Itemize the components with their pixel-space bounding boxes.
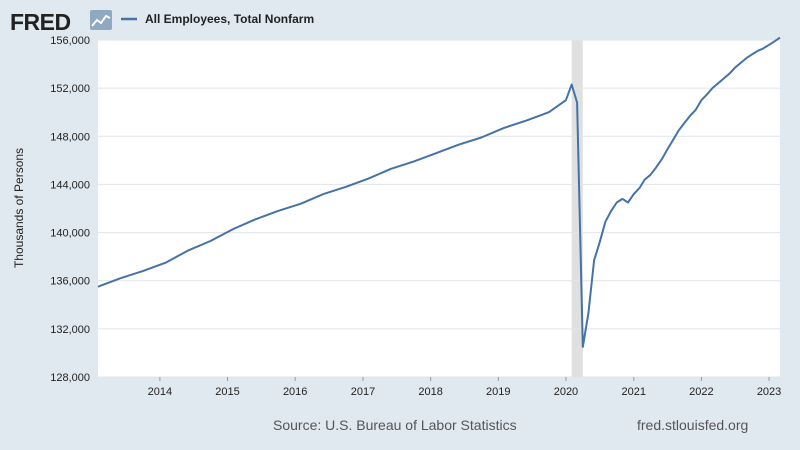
x-tick-label: 2016 [283,386,307,398]
x-tick-label: 2015 [215,386,239,398]
legend-label: All Employees, Total Nonfarm [145,12,314,26]
y-tick-label: 140,000 [50,228,90,240]
x-tick-label: 2014 [148,386,172,398]
x-tick-label: 2018 [418,386,442,398]
source-text: Source: U.S. Bureau of Labor Statistics [273,417,517,433]
x-tick-label: 2021 [622,386,646,398]
y-tick-label: 136,000 [50,276,90,288]
y-tick-label: 132,000 [50,324,90,336]
y-tick-label: 156,000 [50,35,90,47]
legend: All Employees, Total Nonfarm [121,12,314,26]
y-tick-label: 144,000 [50,179,90,191]
y-axis-ticks: 128,000 132,000 136,000 140,000 144,000 148,0… [50,35,90,384]
x-tick-label: 2023 [757,386,781,398]
site-link[interactable]: fred.stlouisfed.org [637,417,748,433]
y-tick-label: 148,000 [50,131,90,143]
x-tick-label: 2017 [351,386,375,398]
line-chart-icon [90,10,112,30]
recession-band [571,40,583,377]
x-axis-ticks: 2014 2015 2016 2017 2018 2019 2020 2021 2022 2023 [148,377,781,398]
y-tick-label: 152,000 [50,83,90,95]
x-tick-label: 2020 [554,386,578,398]
fred-logo-text: FRED [10,9,71,35]
series-layer [97,36,781,348]
grid-lines [98,39,780,378]
x-tick-label: 2022 [689,386,713,398]
plot-area [98,40,780,377]
fred-logo[interactable]: FRED [10,9,112,35]
recession-shading [571,40,583,377]
y-axis-title: Thousands of Persons [12,148,26,268]
y-tick-label: 128,000 [50,372,90,384]
x-tick-label: 2019 [486,386,510,398]
series-line [97,36,781,348]
